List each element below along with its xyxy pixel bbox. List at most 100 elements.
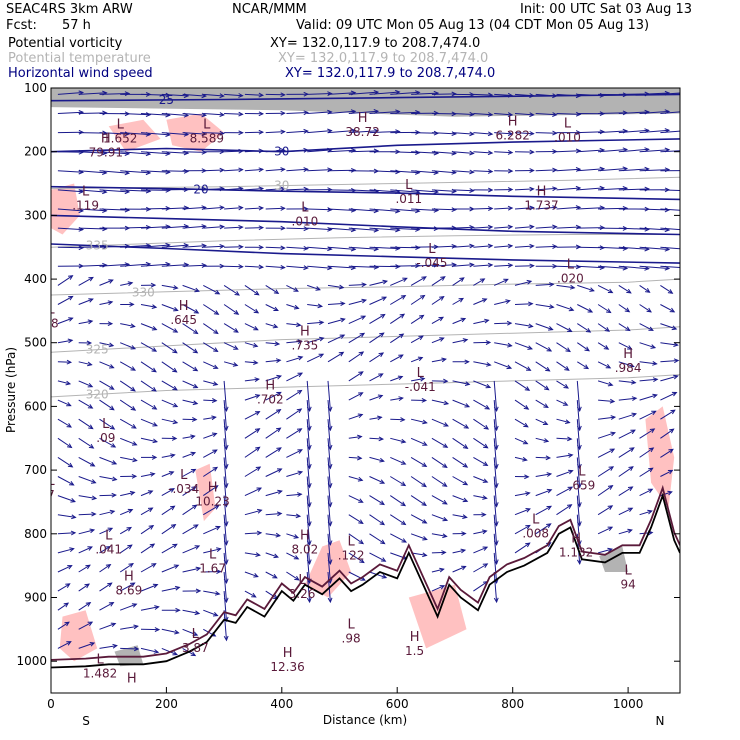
wind-vector: [265, 92, 286, 98]
wind-vector: [556, 504, 573, 516]
wind-vector-shaft: [78, 583, 90, 592]
wind-vector-shaft: [348, 315, 366, 325]
wind-vector: [286, 408, 303, 420]
extremum-marker: L: [417, 366, 425, 381]
wind-vector-head: [667, 469, 674, 475]
wind-vector: [140, 282, 157, 288]
extremum-value: .984: [615, 361, 642, 375]
wind-vector: [57, 399, 72, 407]
wind-vector: [78, 361, 93, 367]
wind-vector-head: [610, 431, 616, 437]
wind-vector: [369, 476, 386, 484]
wind-vector-shaft: [223, 514, 227, 545]
wind-vector-head: [66, 359, 73, 365]
wind-vector-head: [529, 93, 535, 98]
wind-vector: [514, 93, 535, 98]
wind-vector-shaft: [307, 208, 332, 211]
wind-vector-head: [109, 424, 116, 430]
theta-contour-label: 325: [86, 343, 109, 357]
wind-vector-shaft: [182, 628, 198, 636]
wind-vector: [514, 186, 535, 192]
wind-vector-shaft: [597, 505, 613, 516]
wind-vector-head: [273, 289, 280, 295]
wind-vector: [244, 466, 262, 477]
wind-vector-head: [506, 364, 513, 370]
wind-vector: [390, 437, 407, 444]
wind-vector: [203, 342, 219, 352]
wind-vector: [224, 224, 244, 230]
wind-vector-head: [380, 557, 387, 562]
wind-vector: [78, 456, 96, 467]
wind-vector-shaft: [244, 532, 262, 535]
extremum-value: 8.589: [190, 132, 224, 146]
wind-vector-shaft: [78, 298, 93, 305]
wind-vector-shaft: [327, 380, 331, 411]
wind-vector: [556, 284, 576, 290]
wind-vector: [431, 316, 445, 325]
wind-vector: [514, 418, 529, 428]
wind-vector: [597, 304, 612, 314]
wind-vector: [182, 504, 198, 516]
theta-contour-label: 320: [86, 387, 109, 401]
wind-vector-shaft: [493, 533, 498, 564]
wind-vector-shaft: [410, 476, 427, 488]
wind-vector-shaft: [452, 549, 466, 554]
wind-vector: [452, 476, 469, 486]
wind-vector-head: [192, 631, 199, 636]
wind-vector: [431, 567, 445, 573]
wind-vector-shaft: [327, 130, 356, 134]
extremum-marker: L: [347, 535, 355, 550]
wind-vector-shaft: [431, 296, 444, 305]
wind-vector: [182, 342, 199, 354]
wind-vector-head: [668, 448, 674, 454]
wind-vector-head: [252, 342, 259, 348]
wind-vector-head: [647, 488, 654, 494]
wind-vector: [535, 149, 558, 154]
wind-vector-head: [130, 366, 137, 371]
wind-vector-head: [438, 316, 445, 322]
wind-vector-shaft: [431, 551, 446, 554]
wind-vector-shaft: [99, 342, 114, 347]
wind-vector-shaft: [307, 321, 324, 325]
wind-vector-shaft: [514, 113, 534, 116]
wind-vector: [618, 396, 638, 402]
wind-vector-head: [213, 485, 219, 490]
wind-vector-head: [575, 264, 582, 270]
extremum-marker: H: [300, 325, 310, 340]
wind-vector-head: [172, 385, 178, 391]
wind-vector: [120, 473, 138, 479]
wind-vector-head: [525, 542, 531, 548]
wind-vector: [265, 110, 286, 116]
wind-vector-head: [575, 148, 582, 154]
wind-vector-shaft: [369, 533, 385, 545]
x-tick-label: 1000: [613, 697, 644, 711]
wind-vector-shaft: [265, 265, 285, 269]
wind-vector-shaft: [390, 295, 406, 305]
wind-vector-shaft: [598, 130, 628, 134]
wind-vector-shaft: [577, 284, 594, 292]
wind-vector-head: [400, 417, 406, 423]
wind-vector-head: [607, 526, 614, 532]
wind-vector-shaft: [618, 466, 634, 477]
wind-vector: [120, 342, 137, 350]
wind-vector: [203, 149, 225, 155]
wind-vector-head: [272, 323, 279, 329]
wind-vector-shaft: [57, 456, 73, 468]
wind-vector-shaft: [99, 582, 112, 592]
wind-vector-shaft: [431, 476, 447, 487]
wind-vector-head: [606, 308, 612, 314]
model-label: SEAC4RS 3km ARW: [6, 2, 133, 17]
wind-vector-head: [627, 507, 634, 513]
wind-vector-shaft: [639, 169, 670, 172]
wind-vector-shaft: [140, 263, 170, 267]
wind-vector: [431, 207, 457, 213]
wind-vector-shaft: [78, 227, 107, 230]
wind-vector-head: [66, 401, 72, 407]
wind-vector-shaft: [369, 111, 400, 114]
wind-vector-shaft: [182, 486, 197, 497]
wind-vector-head: [381, 574, 388, 579]
wind-vector-head: [671, 391, 678, 397]
wind-vector-head: [133, 646, 140, 652]
wind-vector: [244, 323, 259, 331]
wind-vector-head: [130, 345, 137, 350]
